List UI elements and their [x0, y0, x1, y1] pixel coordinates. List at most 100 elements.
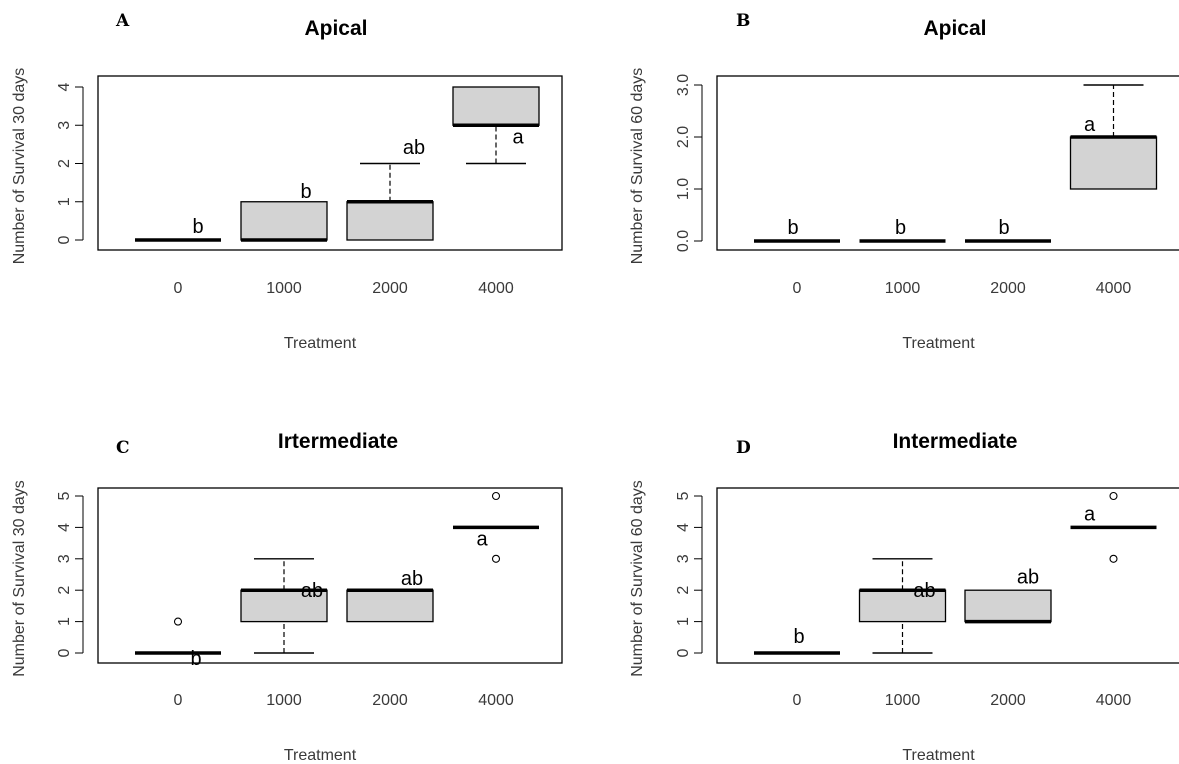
box-0: b	[135, 216, 221, 242]
significance-label: a	[512, 126, 524, 148]
x-tick-label: 2000	[372, 280, 408, 297]
significance-label: a	[1084, 114, 1096, 136]
iqr-box	[346, 201, 434, 241]
x-tick-label: 1000	[885, 692, 921, 709]
box-2000: ab	[346, 568, 434, 623]
iqr-box	[240, 201, 328, 241]
panel-letter: C	[116, 438, 130, 458]
x-tick-label: 2000	[990, 280, 1026, 297]
y-tick-label: 0.0	[675, 230, 692, 252]
y-tick-label: 1	[675, 617, 692, 626]
panel-d: D Intermediate Treatment Number of Survival…	[629, 430, 1179, 764]
panel-letter: B	[736, 11, 750, 31]
x-axis-label: Treatment	[284, 335, 357, 352]
chart-title: Irtermediate	[278, 430, 398, 453]
plot-frame	[97, 75, 563, 251]
panel-letter: D	[736, 438, 751, 458]
y-tick-label: 1.0	[675, 178, 692, 200]
significance-label: ab	[403, 137, 425, 159]
significance-label: a	[1084, 503, 1096, 525]
outlier-point	[1109, 491, 1118, 501]
x-tick-label: 1000	[885, 280, 921, 297]
x-tick-label: 0	[793, 280, 802, 297]
y-tick-label: 4	[675, 523, 692, 532]
x-tick-label: 4000	[1096, 280, 1132, 297]
significance-label: b	[787, 217, 798, 239]
significance-label: ab	[1017, 567, 1039, 589]
x-axis-label: Treatment	[902, 747, 975, 764]
box-0: b	[754, 217, 840, 243]
y-tick-label: 5	[56, 491, 73, 500]
outlier-point	[1109, 554, 1118, 563]
y-tick-label: 5	[675, 491, 692, 500]
box-4000: a	[452, 86, 540, 165]
significance-label: ab	[401, 568, 423, 590]
y-axis-label: Number of Survival 60 days	[629, 480, 646, 677]
x-tick-label: 4000	[478, 280, 514, 297]
significance-label: b	[998, 217, 1009, 239]
x-tick-label: 4000	[1096, 692, 1132, 709]
box-0: b	[135, 617, 221, 670]
iqr-box	[1069, 136, 1158, 190]
y-axis-label: Number of Survival 60 days	[629, 68, 646, 265]
y-tick-label: 2	[56, 586, 73, 595]
box-4000: a	[453, 491, 539, 563]
plot-frame	[716, 487, 1179, 664]
box-4000: a	[1069, 84, 1158, 190]
significance-label: ab	[301, 580, 323, 602]
y-tick-label: 2	[56, 159, 73, 168]
x-tick-label: 0	[174, 280, 183, 297]
significance-label: b	[190, 648, 201, 670]
x-axis-label: Treatment	[284, 747, 357, 764]
y-tick-label: 2	[675, 586, 692, 595]
x-tick-label: 2000	[990, 692, 1026, 709]
outlier-point	[173, 617, 183, 626]
y-tick-label: 0	[675, 648, 692, 657]
outlier-point	[491, 554, 501, 563]
plot-frame	[97, 487, 563, 664]
box-2000: b	[965, 217, 1051, 243]
significance-label: b	[192, 216, 203, 238]
box-4000: a	[1070, 491, 1157, 563]
iqr-box	[858, 589, 947, 623]
y-tick-label: 3	[56, 554, 73, 563]
panel-c: C Irtermediate Treatment Number of Survival…	[11, 430, 563, 764]
significance-label: b	[895, 217, 906, 239]
iqr-box	[346, 589, 434, 623]
iqr-box	[452, 86, 540, 126]
box-1000: b	[240, 181, 328, 242]
iqr-box	[964, 589, 1052, 623]
panel-letter: A	[115, 11, 130, 31]
chart-title: Intermediate	[893, 430, 1018, 453]
chart-title: Apical	[923, 17, 986, 40]
y-tick-label: 0	[56, 648, 73, 657]
iqr-box	[240, 589, 328, 623]
y-tick-label: 0	[56, 235, 73, 244]
y-tick-label: 1	[56, 617, 73, 626]
y-tick-label: 4	[56, 523, 73, 532]
box-2000: ab	[964, 567, 1052, 624]
box-1000: ab	[858, 558, 947, 654]
y-tick-label: 1	[56, 197, 73, 206]
box-1000: ab	[240, 558, 328, 654]
y-tick-label: 3	[675, 554, 692, 563]
chart-title: Apical	[304, 17, 367, 40]
x-tick-label: 1000	[266, 692, 302, 709]
significance-label: b	[300, 181, 311, 203]
x-tick-label: 2000	[372, 692, 408, 709]
x-tick-label: 4000	[478, 692, 514, 709]
significance-label: ab	[913, 580, 935, 602]
y-axis-label: Number of Survival 30 days	[11, 68, 28, 265]
y-tick-label: 4	[56, 82, 73, 91]
panel-b: B Apical Treatment Number of Survival 60 da…	[629, 11, 1179, 352]
x-tick-label: 1000	[266, 280, 302, 297]
x-axis-label: Treatment	[902, 335, 975, 352]
box-0: b	[754, 626, 840, 655]
y-axis-label: Number of Survival 30 days	[11, 480, 28, 677]
significance-label: a	[476, 528, 488, 550]
significance-label: b	[793, 626, 804, 648]
plot-frame	[716, 75, 1179, 251]
panel-a: A Apical Treatment Number of Survival 30 da…	[11, 11, 563, 352]
outlier-point	[491, 491, 501, 501]
